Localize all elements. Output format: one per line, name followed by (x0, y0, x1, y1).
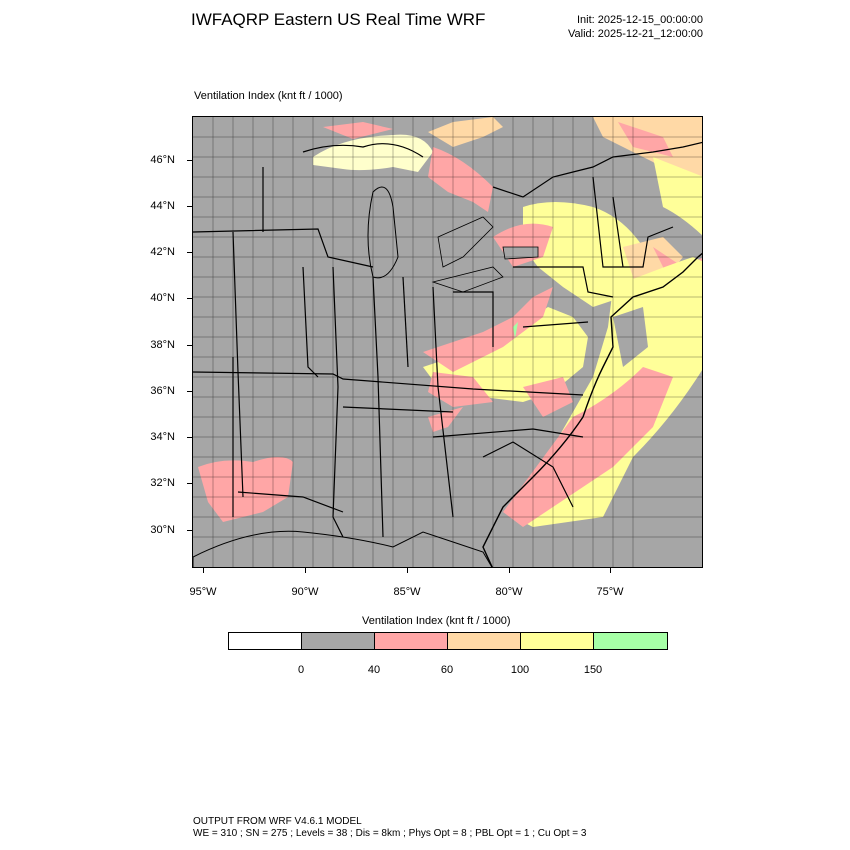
lat-tick (187, 298, 192, 299)
colorbar-swatch-white (229, 633, 302, 649)
colorbar-swatch-grey (302, 633, 375, 649)
lat-label-42: 42°N (150, 246, 175, 258)
lat-label-36: 36°N (150, 385, 175, 397)
gulf-of-mexico (193, 530, 493, 567)
valid-time: Valid: 2025-12-21_12:00:00 (568, 28, 703, 40)
colorbar-label-60: 60 (440, 664, 454, 676)
lat-tick (187, 483, 192, 484)
south-pink (198, 457, 293, 522)
east-coastline (482, 252, 702, 567)
lon-tick (610, 568, 611, 573)
atlantic-pink (503, 367, 673, 527)
lat-label-46: 46°N (150, 154, 175, 166)
lon-label-90: 90°W (291, 586, 319, 598)
lat-label-34: 34°N (150, 431, 175, 443)
colorbar-swatch-yellow (521, 633, 594, 649)
page-title: IWFAQRP Eastern US Real Time WRF (191, 10, 486, 29)
lon-label-95: 95°W (189, 586, 217, 598)
kentucky-pink (428, 372, 493, 407)
lake-superior-shore (302, 143, 424, 158)
ohio-valley-pink (423, 287, 553, 372)
lat-tick (187, 160, 192, 161)
colorbar-swatch-orange (448, 633, 521, 649)
northeast-pink (618, 122, 673, 157)
lat-tick (187, 530, 192, 531)
init-time: Init: 2025-12-15_00:00:00 (577, 14, 703, 26)
lake-michigan (367, 186, 399, 279)
maine-yellow (653, 157, 702, 236)
canada-border (492, 141, 702, 198)
lon-label-80: 80°W (495, 586, 523, 598)
lon-tick (509, 568, 510, 573)
colorbar-label-100: 100 (510, 664, 530, 676)
lat-label-30: 30°N (150, 524, 175, 536)
lake-huron (437, 216, 494, 268)
lon-tick (305, 568, 306, 573)
colorbar-label-150: 150 (583, 664, 603, 676)
lat-tick (187, 391, 192, 392)
lake-huron-pink (428, 147, 493, 212)
tennessee-pink (428, 407, 463, 432)
ventilation-map (193, 117, 702, 567)
lat-tick (187, 345, 192, 346)
lat-label-40: 40°N (150, 292, 175, 304)
lon-label-75: 75°W (596, 586, 624, 598)
green-spot (513, 322, 518, 339)
lat-label-38: 38°N (150, 339, 175, 351)
run-times: Init: 2025-12-15_00:00:00 Valid: 2025-12… (568, 13, 703, 41)
colorbar-swatch-pink (375, 633, 448, 649)
lon-label-85: 85°W (393, 586, 421, 598)
lat-label-44: 44°N (150, 200, 175, 212)
lake-ontario (502, 246, 539, 260)
colorbar-title: Ventilation Index (knt ft / 1000) (362, 615, 511, 627)
footer-line-2: WE = 310 ; SN = 275 ; Levels = 38 ; Dis … (193, 828, 587, 839)
north-orange-patch (428, 117, 503, 147)
lat-tick (187, 252, 192, 253)
north-pink-patch (323, 122, 393, 139)
state-borders (193, 167, 674, 538)
colorbar (228, 632, 668, 650)
colorbar-swatch-green (594, 633, 667, 649)
colorbar-label-40: 40 (367, 664, 381, 676)
map-panel (192, 116, 703, 568)
lat-label-32: 32°N (150, 477, 175, 489)
footer-line-1: OUTPUT FROM WRF V4.6.1 MODEL (193, 816, 362, 827)
model-footer: OUTPUT FROM WRF V4.6.1 MODEL WE = 310 ; … (193, 816, 586, 840)
colorbar-label-0: 0 (297, 664, 305, 676)
lat-tick (187, 437, 192, 438)
lon-tick (407, 568, 408, 573)
lon-tick (203, 568, 204, 573)
ny-pa-yellow (523, 202, 648, 307)
plot-subtitle: Ventilation Index (knt ft / 1000) (194, 90, 343, 102)
county-grid (193, 117, 702, 567)
lat-tick (187, 206, 192, 207)
